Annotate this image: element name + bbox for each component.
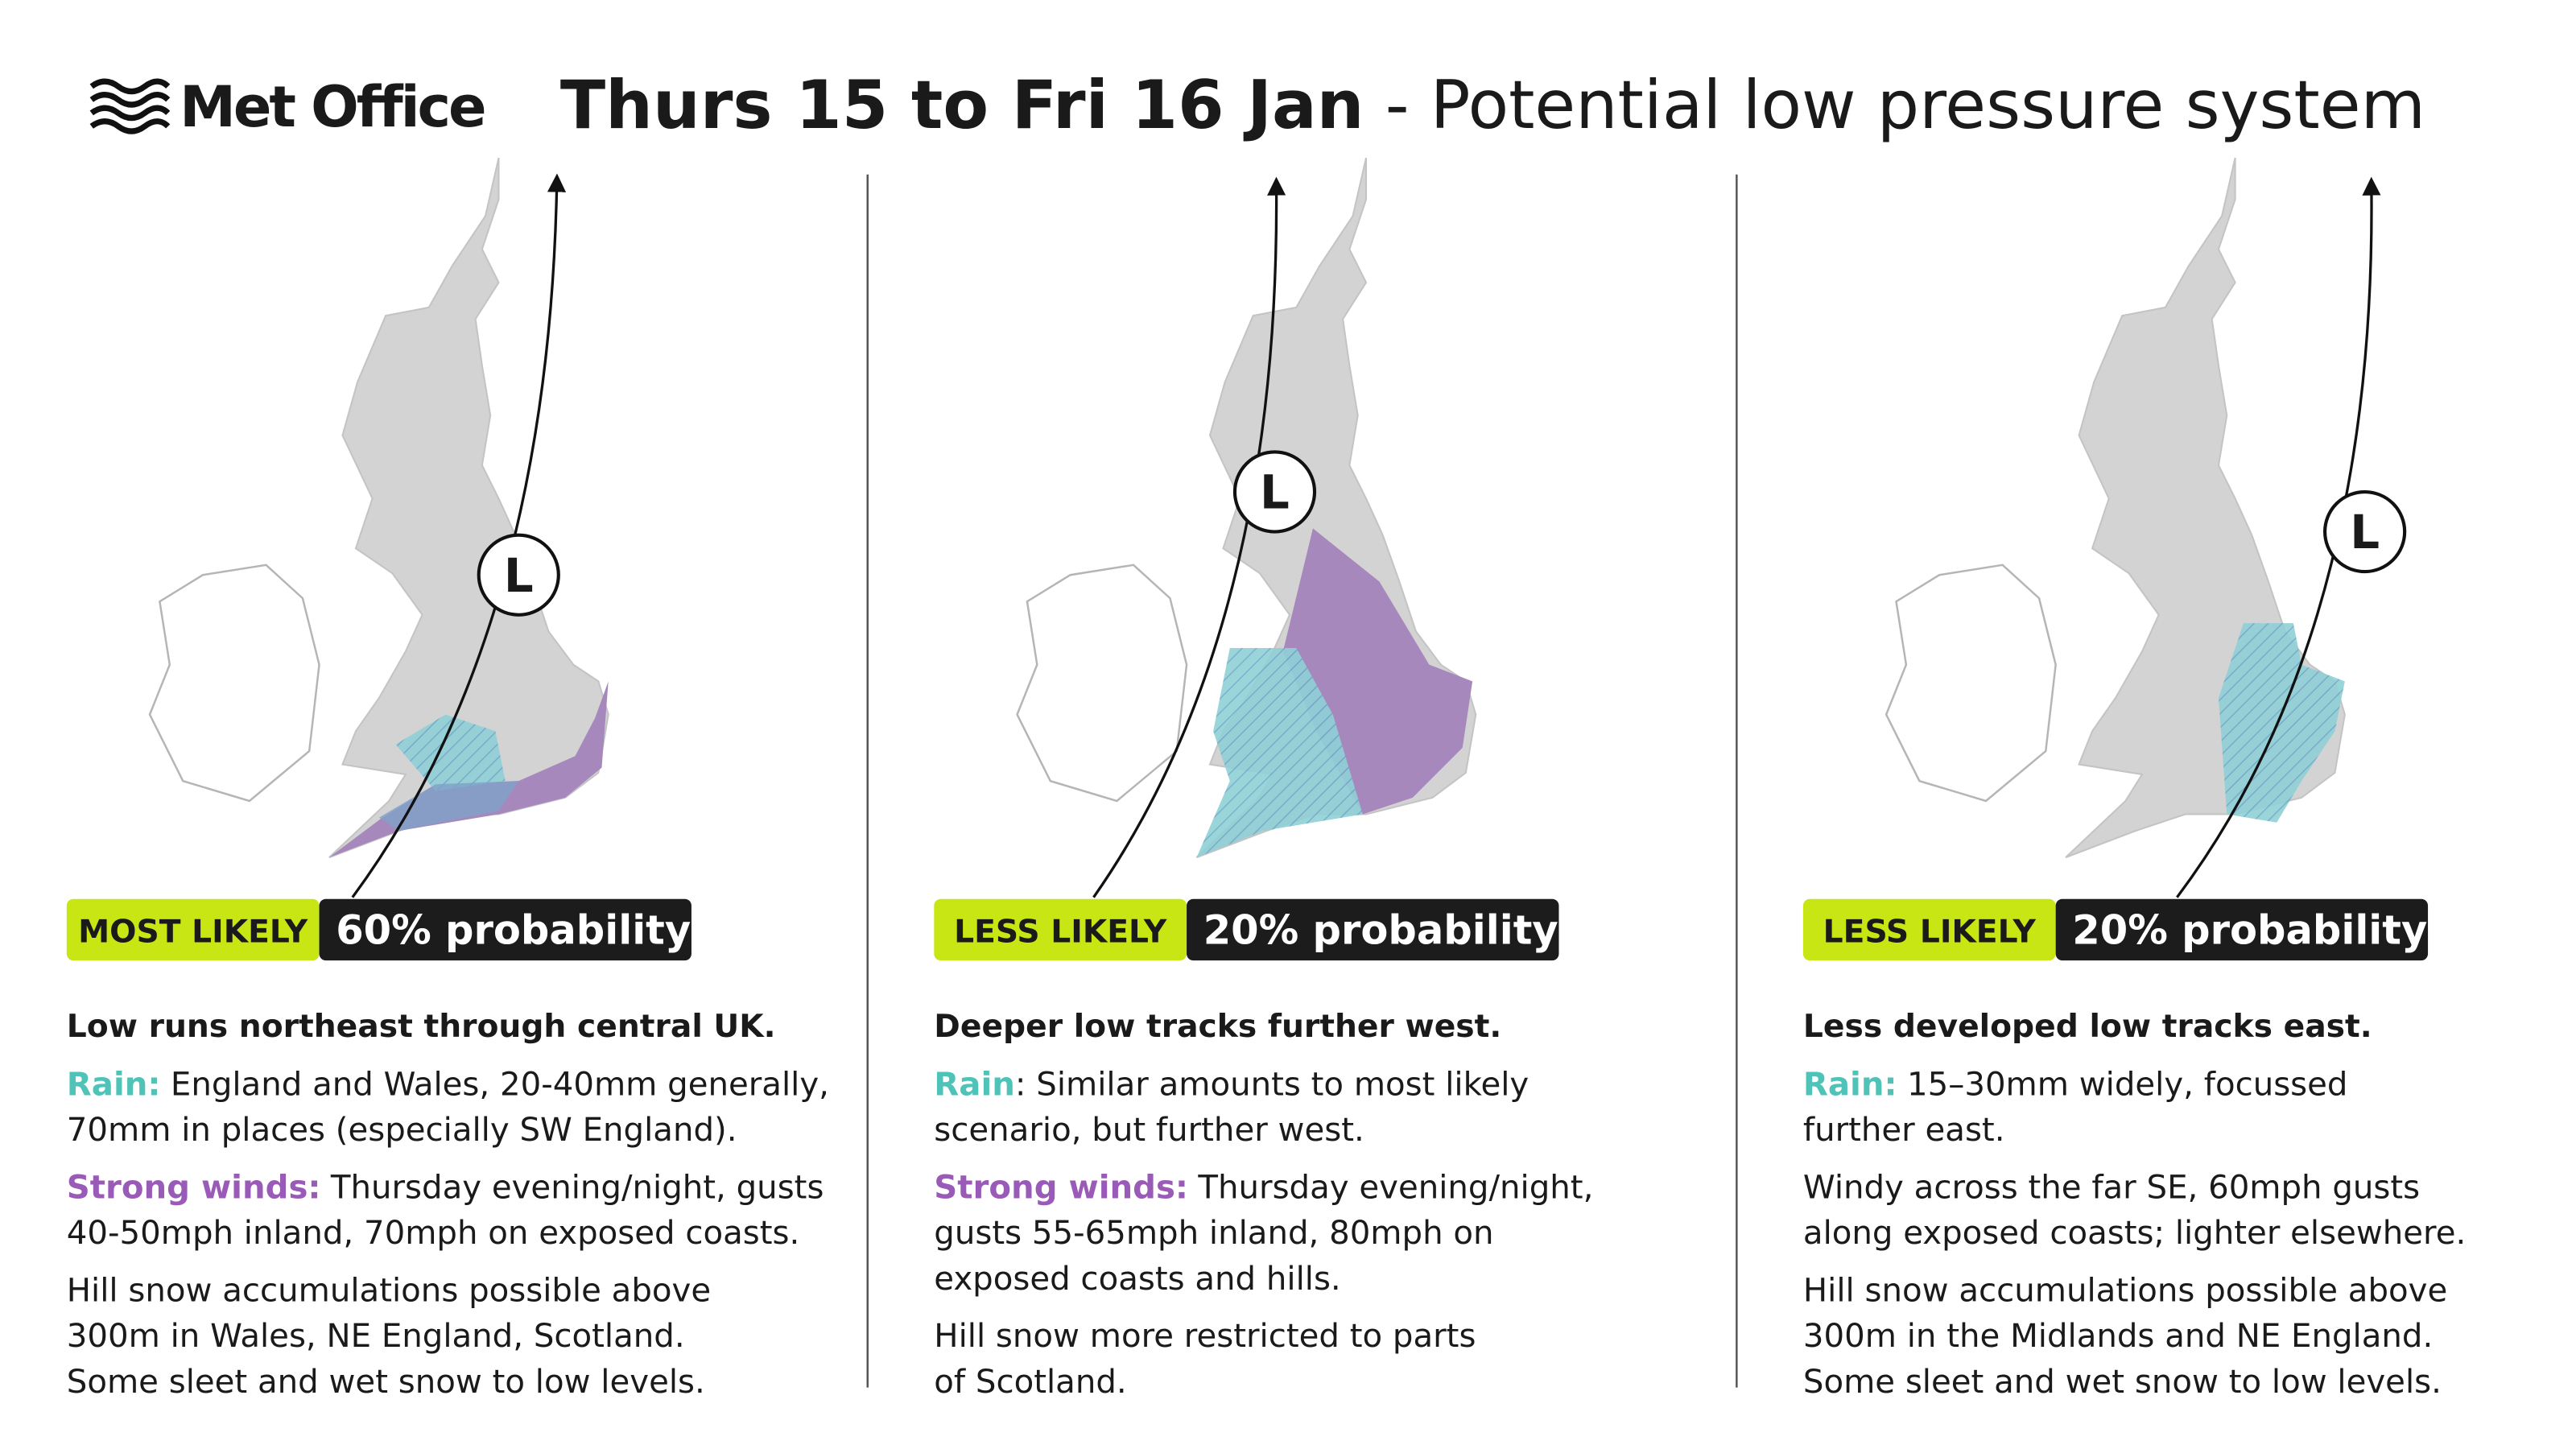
paragraph-text: scenario, but further west.	[934, 1112, 1364, 1149]
paragraph-text: further east.	[1803, 1112, 2005, 1149]
storm-track	[1092, 176, 1286, 898]
paragraph-text: Windy across the far SE, 60mph gusts	[1803, 1169, 2420, 1206]
low-marker	[477, 533, 560, 617]
paragraph-text: exposed coasts and hills.	[934, 1261, 1340, 1298]
scenario-panel: L MOST LIKELY 60% probability Low runs nort…	[66, 157, 829, 1401]
ireland	[1885, 564, 2057, 803]
paragraph-text: along exposed coasts; lighter elsewhere.	[1803, 1215, 2466, 1252]
body-line: Hill snow accumulations possible above	[1803, 1272, 2447, 1309]
body-line: Hill snow more restricted to parts	[934, 1318, 1476, 1355]
body-line: Rain: 15–30mm widely, focussed	[1803, 1066, 2348, 1103]
paragraph-label: Strong winds:	[67, 1169, 321, 1206]
likelihood-badge	[66, 898, 320, 961]
paragraph-text: Some sleet and wet snow to low levels.	[1803, 1364, 2442, 1401]
probability-badge	[319, 898, 691, 961]
low-marker	[1232, 450, 1317, 534]
probability-badge	[2055, 898, 2429, 961]
paragraph-text: : Similar amounts to most likely	[1015, 1066, 1529, 1103]
impact-area	[378, 781, 519, 832]
logo: Met Office	[89, 74, 487, 140]
body-line: 40-50mph inland, 70mph on exposed coasts…	[67, 1215, 799, 1252]
paragraph-text: Thursday evening/night, gusts	[330, 1169, 824, 1206]
map	[1885, 157, 2346, 859]
body-line: Rain: Similar amounts to most likely	[934, 1066, 1529, 1103]
body-line: exposed coasts and hills.	[934, 1261, 1340, 1298]
probability-badge	[1187, 898, 1559, 961]
storm-track	[2176, 176, 2381, 898]
likelihood-text: LESS LIKELY	[1823, 914, 2037, 950]
impact-area	[1196, 648, 1363, 858]
paragraph-text: England and Wales, 20-40mm generally,	[171, 1066, 829, 1103]
headline: Less developed low tracks east.	[1803, 1009, 2372, 1045]
paragraph-text: 40-50mph inland, 70mph on exposed coasts…	[67, 1215, 799, 1252]
scenario-panel: L LESS LIKELY 20% probability Deeper low tr…	[934, 157, 1593, 1401]
low-label: L	[1260, 465, 1290, 520]
impact-area	[395, 714, 506, 791]
paragraph-text: 300m in Wales, NE England, Scotland.	[67, 1318, 685, 1355]
title-bold: Thurs 15 to Fri 16 Jan	[560, 67, 1364, 144]
low-label: L	[2350, 505, 2380, 559]
body-line: 300m in Wales, NE England, Scotland.	[67, 1318, 685, 1355]
low-marker	[2323, 489, 2407, 574]
likelihood-text: MOST LIKELY	[78, 914, 308, 950]
body-line: of Scotland.	[934, 1364, 1126, 1401]
map	[1016, 157, 1477, 859]
body-line: Strong winds: Thursday evening/night, gus…	[67, 1169, 824, 1206]
body-line: Strong winds: Thursday evening/night,	[934, 1169, 1593, 1206]
body-line: 70mm in places (especially SW England).	[67, 1112, 737, 1149]
paragraph-text: 15–30mm widely, focussed	[1907, 1066, 2347, 1103]
likelihood-badge	[1802, 898, 2056, 961]
body-line: Rain: England and Wales, 20-40mm generall…	[67, 1066, 829, 1103]
body-line: gusts 55-65mph inland, 80mph on	[934, 1215, 1493, 1252]
likelihood-text: LESS LIKELY	[954, 914, 1167, 950]
paragraph-text: Some sleet and wet snow to low levels.	[67, 1364, 705, 1401]
paragraph-label: Rain:	[1803, 1066, 1897, 1103]
body-line: Some sleet and wet snow to low levels.	[1803, 1364, 2442, 1401]
ireland	[1016, 564, 1188, 803]
low-label: L	[504, 548, 534, 603]
probability-text: 20% probability	[1203, 906, 1558, 953]
paragraph-label: Rain:	[67, 1066, 161, 1103]
body-line: Windy across the far SE, 60mph gusts	[1803, 1169, 2420, 1206]
body-line: 300m in the Midlands and NE England.	[1803, 1318, 2433, 1355]
body-line: along exposed coasts; lighter elsewhere.	[1803, 1215, 2466, 1252]
map	[148, 157, 609, 859]
scenario-panel: L LESS LIKELY 20% probability Less develope…	[1802, 157, 2466, 1401]
paragraph-text: Thursday evening/night,	[1197, 1169, 1593, 1206]
paragraph-label: Rain	[934, 1066, 1015, 1103]
paragraph-text: Hill snow accumulations possible above	[1803, 1272, 2447, 1309]
probability-text: 60% probability	[336, 906, 691, 953]
likelihood-badge	[934, 898, 1187, 961]
paragraph-text: 300m in the Midlands and NE England.	[1803, 1318, 2433, 1355]
title-rest: - Potential low pressure system	[1364, 67, 2425, 144]
paragraph-text: Hill snow more restricted to parts	[934, 1318, 1476, 1355]
body-line: scenario, but further west.	[934, 1112, 1364, 1149]
probability-text: 20% probability	[2072, 906, 2427, 953]
headline: Low runs northeast through central UK.	[67, 1009, 776, 1045]
logo-icon	[89, 78, 171, 134]
title: Thurs 15 to Fri 16 Jan - Potential low p…	[560, 67, 2425, 144]
paragraph-text: 70mm in places (especially SW England).	[67, 1112, 737, 1149]
impact-area	[2218, 623, 2345, 823]
body-line: Some sleet and wet snow to low levels.	[67, 1364, 705, 1401]
paragraph-label: Strong winds:	[934, 1169, 1188, 1206]
paragraph-text: of Scotland.	[934, 1364, 1126, 1401]
paragraph-text: Hill snow accumulations possible above	[67, 1272, 711, 1309]
headline: Deeper low tracks further west.	[934, 1009, 1501, 1045]
body-line: Hill snow accumulations possible above	[67, 1272, 711, 1309]
paragraph-text: gusts 55-65mph inland, 80mph on	[934, 1215, 1493, 1252]
body-line: further east.	[1803, 1112, 2005, 1149]
logo-text: Met Office	[180, 74, 485, 140]
ireland	[148, 564, 320, 803]
